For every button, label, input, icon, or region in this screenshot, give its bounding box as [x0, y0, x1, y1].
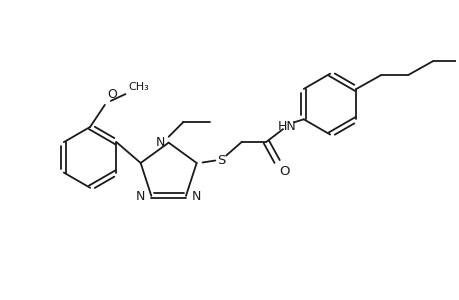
Text: N: N: [155, 136, 164, 149]
Text: N: N: [191, 190, 201, 203]
Text: O: O: [107, 88, 117, 101]
Text: N: N: [136, 190, 145, 203]
Text: O: O: [279, 165, 290, 178]
Text: HN: HN: [277, 120, 296, 133]
Text: CH₃: CH₃: [128, 82, 148, 92]
Text: S: S: [217, 154, 225, 167]
